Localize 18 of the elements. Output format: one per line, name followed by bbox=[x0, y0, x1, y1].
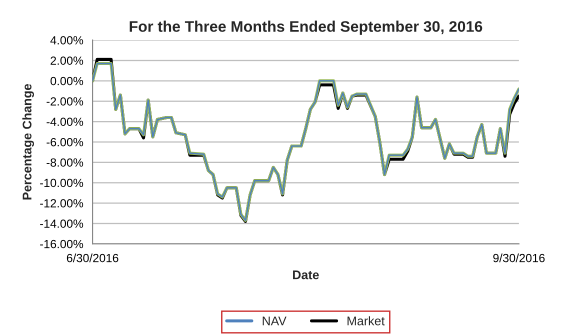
y-axis-title: Percentage Change bbox=[22, 84, 34, 200]
x-tick-label: 9/30/2016 bbox=[493, 254, 545, 262]
y-tick-label: -14.00% bbox=[40, 219, 84, 228]
y-tick-label: 0.00% bbox=[50, 76, 84, 86]
y-tick-label: -12.00% bbox=[40, 199, 84, 208]
y-tick-label: -4.00% bbox=[46, 118, 84, 126]
y-tick-label: -8.00% bbox=[46, 158, 84, 167]
y-tick-label: 2.00% bbox=[50, 56, 84, 65]
chart-title: For the Three Months Ended September 30, 2016 bbox=[130, 20, 482, 35]
legend-label: Market bbox=[348, 316, 385, 326]
y-tick-label: -6.00% bbox=[46, 138, 84, 146]
y-tick-label: 4.00% bbox=[50, 36, 84, 44]
x-tick-label: 6/30/2016 bbox=[66, 254, 118, 262]
x-axis-title: Date bbox=[293, 270, 319, 280]
legend-label: NAV bbox=[262, 316, 286, 326]
y-tick-label: -2.00% bbox=[46, 97, 84, 106]
y-tick-label: -10.00% bbox=[40, 178, 84, 188]
y-tick-label: -16.00% bbox=[40, 240, 84, 248]
